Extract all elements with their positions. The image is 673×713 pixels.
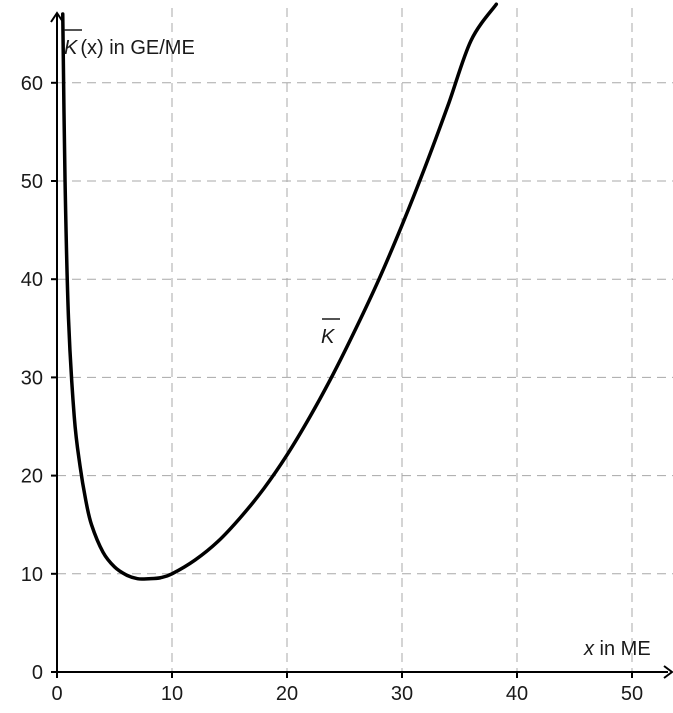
y-tick-label-40: 40: [21, 269, 43, 291]
y-tick-label-60: 60: [21, 73, 43, 95]
x-tick-label-0: 0: [51, 683, 62, 705]
average-cost-curve: [61, 2, 499, 581]
x-axis-label: x in ME: [583, 638, 651, 660]
x-axis-label-unit: in ME: [594, 638, 651, 660]
y-axis-label-arg: (x): [80, 37, 103, 59]
y-axis-label: K (x) in GE/ME: [64, 29, 195, 59]
axes: [50, 11, 673, 679]
x-tick-label-20: 20: [276, 683, 298, 705]
y-axis-label-unit: in GE/ME: [104, 37, 195, 59]
x-tick-label-30: 30: [391, 683, 413, 705]
x-tick-label-10: 10: [161, 683, 183, 705]
tick-labels: 0 10 20 30 40 50 0 10 20 30 40 50 60: [21, 73, 643, 705]
y-axis-label-var: K: [64, 37, 79, 59]
y-tick-label-30: 30: [21, 367, 43, 389]
y-tick-label-0: 0: [32, 662, 43, 684]
x-tick-label-50: 50: [621, 683, 643, 705]
curve-label-text: K: [321, 326, 336, 348]
curve-label: K: [321, 318, 340, 348]
y-tick-label-20: 20: [21, 466, 43, 488]
grid-lines: [57, 8, 673, 672]
x-axis-arrow: [663, 665, 673, 679]
y-axis-arrow: [50, 11, 64, 23]
y-tick-label-10: 10: [21, 564, 43, 586]
y-tick-label-50: 50: [21, 171, 43, 193]
x-tick-label-40: 40: [506, 683, 528, 705]
svg-text:K(x) in GE/ME: K (x) in GE/ME: [64, 37, 195, 59]
x-axis-label-var: x: [583, 638, 595, 660]
